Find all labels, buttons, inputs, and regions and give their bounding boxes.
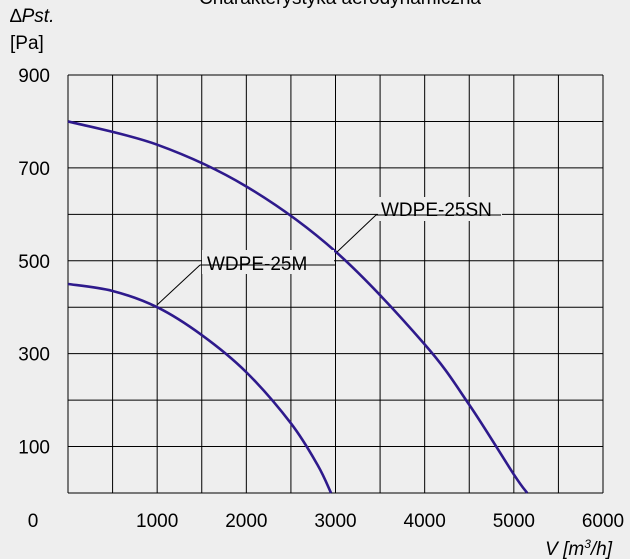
series-label-bg bbox=[202, 250, 334, 274]
series-curve-wdpe-25m bbox=[67, 282, 333, 494]
origin-label: 0 bbox=[28, 511, 39, 532]
y-axis-unit: [Pa] bbox=[10, 33, 44, 54]
x-tick-label: 6000 bbox=[582, 511, 624, 532]
series-label-wdpe-25sn: WDPE-25SN bbox=[336, 197, 502, 253]
y-tick-label: 900 bbox=[18, 66, 50, 87]
y-axis-label: ∆Pst. bbox=[10, 6, 54, 27]
y-tick-label: 500 bbox=[18, 252, 50, 273]
x-axis-name: V bbox=[545, 539, 563, 559]
x-axis-unit-open: [m bbox=[562, 539, 584, 559]
chart-title: Charakterystyka aerodynamiczna bbox=[199, 0, 481, 9]
x-tick-label: 2000 bbox=[225, 511, 267, 532]
y-axis-name: Pst. bbox=[22, 6, 55, 27]
grid bbox=[67, 74, 604, 494]
x-tick-labels: 1000 2000 3000 4000 5000 6000 bbox=[136, 511, 624, 532]
x-axis-unit-close: /h] bbox=[589, 539, 613, 559]
x-tick-label: 3000 bbox=[314, 511, 356, 532]
series-label-wdpe-25m: WDPE-25M bbox=[156, 250, 335, 306]
x-tick-label: 1000 bbox=[136, 511, 178, 532]
series-label-leader bbox=[156, 264, 201, 306]
x-tick-label: 4000 bbox=[404, 511, 446, 532]
y-tick-label: 100 bbox=[18, 438, 50, 459]
x-axis-label: V [m3/h] bbox=[545, 537, 613, 559]
series-curves bbox=[67, 120, 529, 494]
y-tick-label: 700 bbox=[18, 159, 50, 180]
series-curve-wdpe-25sn bbox=[67, 120, 529, 494]
y-tick-labels: 900 700 500 300 100 bbox=[18, 66, 50, 459]
series-label-text: WDPE-25M bbox=[207, 254, 307, 275]
series-label-text: WDPE-25SN bbox=[381, 200, 492, 221]
x-axis-unit-exp: 3 bbox=[584, 537, 591, 551]
x-tick-label: 5000 bbox=[493, 511, 535, 532]
series-label-bg bbox=[378, 197, 502, 221]
y-tick-label: 300 bbox=[18, 345, 50, 366]
series-label-leader bbox=[336, 214, 377, 253]
y-axis-symbol: ∆ bbox=[10, 6, 22, 27]
